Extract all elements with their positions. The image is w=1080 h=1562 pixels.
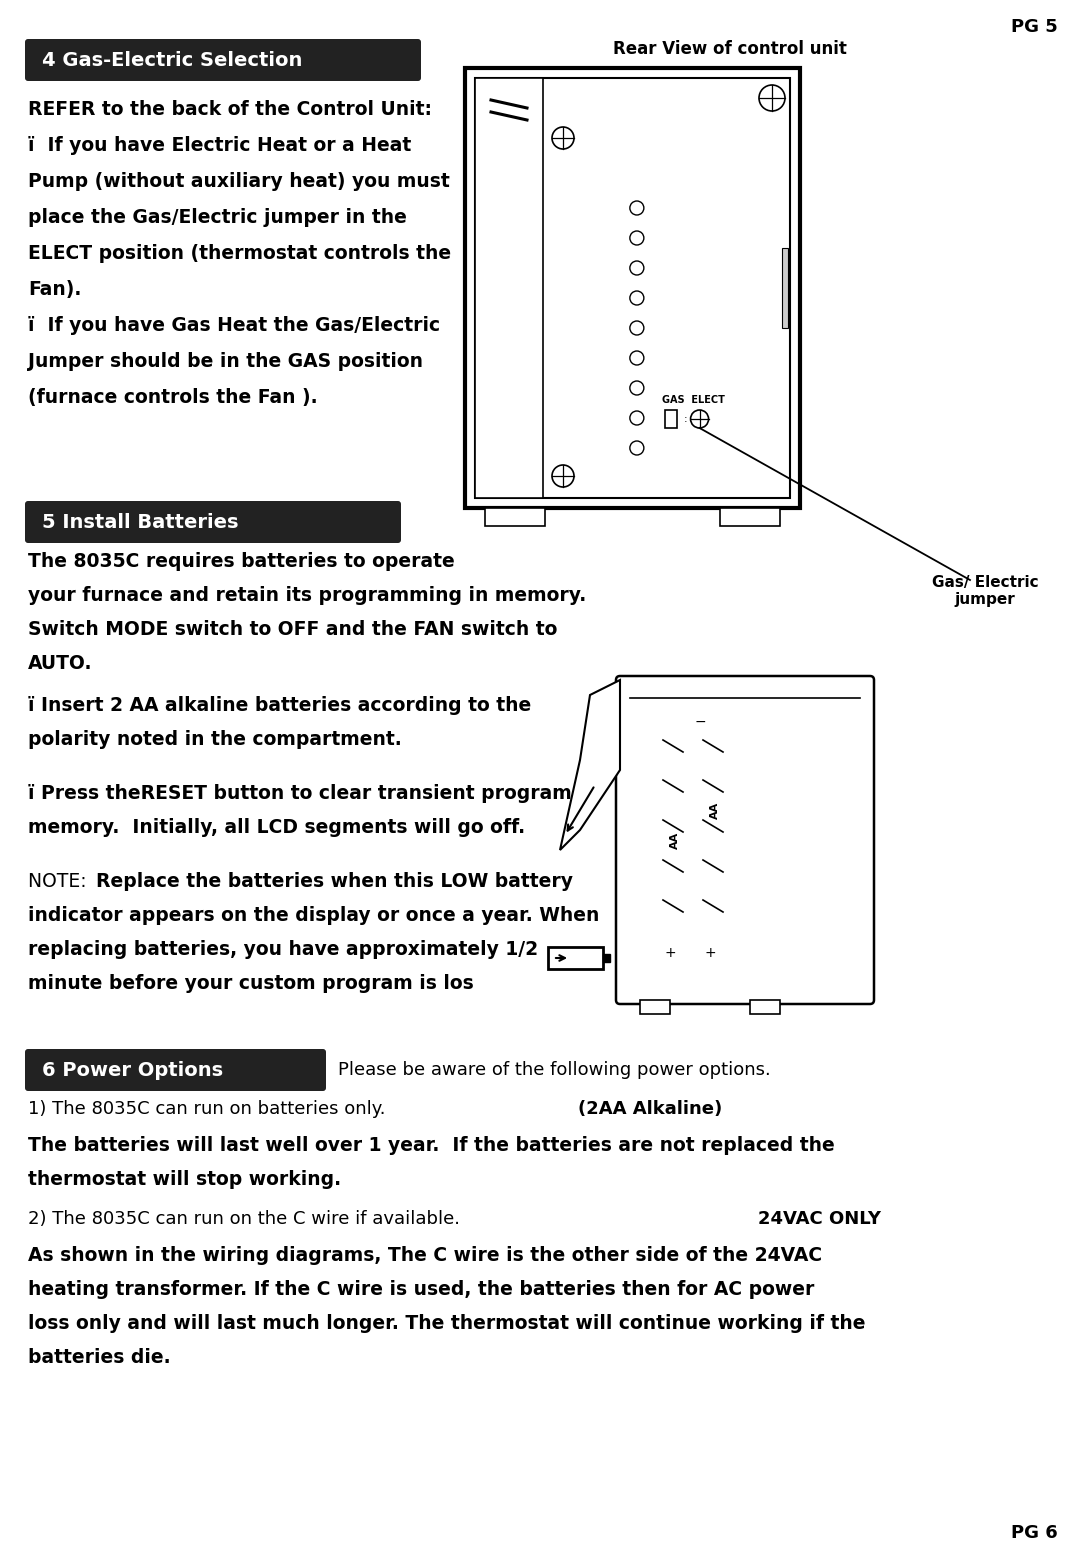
- Text: replacing batteries, you have approximately 1/2: replacing batteries, you have approximat…: [28, 940, 538, 959]
- Bar: [782, 248, 788, 328]
- Text: GAS  ELECT: GAS ELECT: [662, 395, 725, 405]
- Text: (2AA Alkaline): (2AA Alkaline): [578, 1100, 723, 1118]
- Text: AUTO.: AUTO.: [28, 654, 93, 673]
- Text: place the Gas/Electric jumper in the: place the Gas/Electric jumper in the: [28, 208, 407, 226]
- Text: Pump (without auxiliary heat) you must: Pump (without auxiliary heat) you must: [28, 172, 449, 191]
- Text: REFER to the back of the Control Unit:: REFER to the back of the Control Unit:: [28, 100, 432, 119]
- Text: (furnace controls the Fan ).: (furnace controls the Fan ).: [28, 387, 318, 408]
- Text: ï Insert 2 AA alkaline batteries according to the: ï Insert 2 AA alkaline batteries accordi…: [28, 697, 531, 715]
- Text: :: :: [684, 414, 687, 423]
- Text: 6 Power Options: 6 Power Options: [42, 1061, 224, 1079]
- Text: thermostat will stop working.: thermostat will stop working.: [28, 1170, 341, 1189]
- Text: −: −: [694, 715, 706, 729]
- Text: ï  If you have Electric Heat or a Heat: ï If you have Electric Heat or a Heat: [28, 136, 411, 155]
- Bar: [720, 508, 780, 526]
- Text: Rear View of control unit: Rear View of control unit: [613, 41, 847, 58]
- Text: ï  If you have Gas Heat the Gas/Electric: ï If you have Gas Heat the Gas/Electric: [28, 316, 441, 334]
- Text: Jumper should be in the GAS position: Jumper should be in the GAS position: [28, 351, 423, 372]
- Text: The batteries will last well over 1 year.  If the batteries are not replaced the: The batteries will last well over 1 year…: [28, 1136, 835, 1154]
- Text: As shown in the wiring diagrams, The C wire is the other side of the 24VAC: As shown in the wiring diagrams, The C w…: [28, 1246, 822, 1265]
- Text: AA: AA: [710, 801, 720, 818]
- Text: Please be aware of the following power options.: Please be aware of the following power o…: [338, 1061, 771, 1079]
- Bar: [475, 78, 543, 498]
- Text: ELECT position (thermostat controls the: ELECT position (thermostat controls the: [28, 244, 451, 262]
- FancyBboxPatch shape: [616, 676, 874, 1004]
- Text: Fan).: Fan).: [28, 280, 81, 298]
- Polygon shape: [561, 679, 620, 850]
- Bar: [750, 1000, 780, 1014]
- Text: +: +: [704, 947, 716, 961]
- Text: Replace the batteries when this LOW battery: Replace the batteries when this LOW batt…: [96, 872, 573, 890]
- Text: your furnace and retain its programming in memory.: your furnace and retain its programming …: [28, 586, 586, 604]
- Text: ï Press theRESET button to clear transient program: ï Press theRESET button to clear transie…: [28, 784, 571, 803]
- Bar: [475, 78, 789, 498]
- Bar: [485, 508, 545, 526]
- Text: 2) The 8035C can run on the C wire if available.: 2) The 8035C can run on the C wire if av…: [28, 1211, 460, 1228]
- Text: NOTE:: NOTE:: [28, 872, 93, 890]
- Text: Switch MODE switch to OFF and the FAN switch to: Switch MODE switch to OFF and the FAN sw…: [28, 620, 557, 639]
- Bar: [664, 409, 676, 428]
- Bar: [548, 947, 603, 968]
- Text: Gas/ Electric
jumper: Gas/ Electric jumper: [932, 575, 1038, 608]
- Text: 5 Install Batteries: 5 Install Batteries: [42, 512, 239, 531]
- Text: minute before your custom program is los: minute before your custom program is los: [28, 975, 474, 993]
- Text: loss only and will last much longer. The thermostat will continue working if the: loss only and will last much longer. The…: [28, 1314, 865, 1332]
- Text: indicator appears on the display or once a year. When: indicator appears on the display or once…: [28, 906, 599, 925]
- Bar: [465, 69, 800, 508]
- Text: memory.  Initially, all LCD segments will go off.: memory. Initially, all LCD segments will…: [28, 818, 525, 837]
- Text: 24VAC ONLY: 24VAC ONLY: [758, 1211, 881, 1228]
- Text: batteries die.: batteries die.: [28, 1348, 171, 1367]
- FancyBboxPatch shape: [25, 1050, 326, 1090]
- Bar: [640, 1000, 670, 1014]
- Text: 4 Gas-Electric Selection: 4 Gas-Electric Selection: [42, 50, 302, 69]
- Text: polarity noted in the compartment.: polarity noted in the compartment.: [28, 729, 402, 750]
- Bar: [603, 953, 610, 962]
- Text: +: +: [664, 947, 676, 961]
- FancyBboxPatch shape: [25, 501, 401, 544]
- Text: AA: AA: [670, 831, 680, 848]
- Text: The 8035C requires batteries to operate: The 8035C requires batteries to operate: [28, 551, 455, 572]
- Text: 1) The 8035C can run on batteries only.: 1) The 8035C can run on batteries only.: [28, 1100, 386, 1118]
- Text: PG 5: PG 5: [1011, 19, 1058, 36]
- Text: PG 6: PG 6: [1011, 1525, 1058, 1542]
- Text: heating transformer. If the C wire is used, the batteries then for AC power: heating transformer. If the C wire is us…: [28, 1279, 814, 1300]
- FancyBboxPatch shape: [25, 39, 421, 81]
